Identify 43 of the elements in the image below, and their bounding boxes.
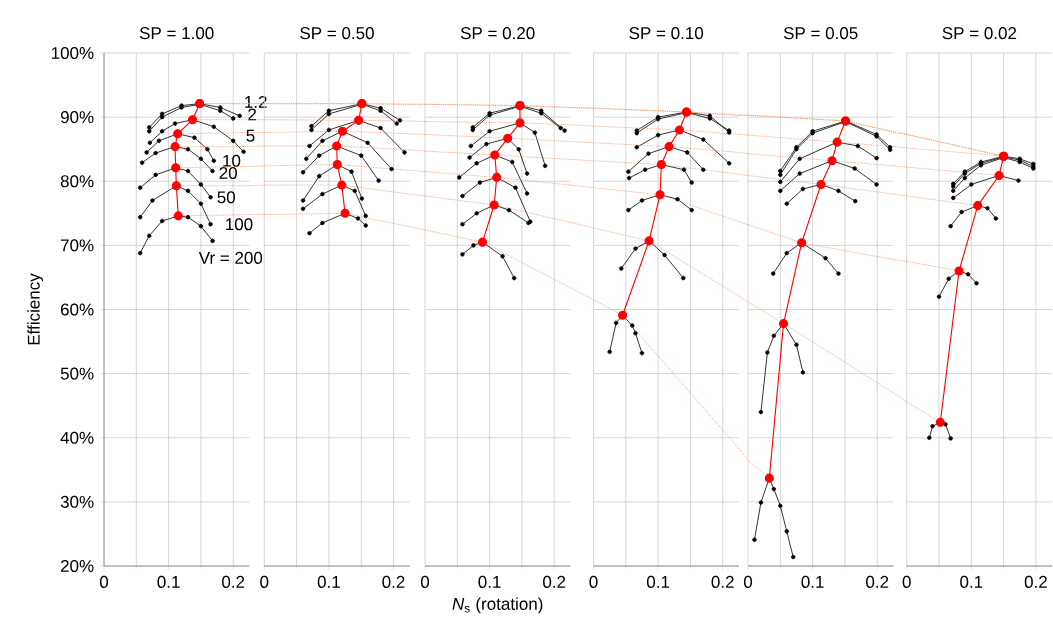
y-tick-label: 100% [51,46,94,60]
series-label: 20 [219,166,237,180]
x-tick-label: 0.1 [478,575,501,588]
x-tick-label: 0 [260,575,269,588]
y-tick-label: 40% [60,431,94,444]
chart-title: SP = 1.00 [139,27,214,40]
x-tick-label: 0.1 [157,575,180,588]
x-tick-label: 0.1 [317,575,340,588]
series-label: 10 [223,154,241,167]
chart-title: SP = 0.50 [300,27,374,40]
chart-title: SP = 0.02 [942,27,1017,40]
y-tick-label: 30% [60,495,94,508]
series-label: 5 [246,129,255,142]
x-tick-label: 0 [743,575,753,588]
x-tick-label: 0.2 [711,575,734,588]
y-tick-label: 70% [60,239,94,252]
x-tick-label: 0.1 [801,575,824,588]
y-axis-title: Efficiency [27,273,44,345]
x-axis-title: N$_{s}$ (rotation) [452,597,543,614]
chart-title: SP = 0.20 [460,27,535,40]
x-tick-label: 0.2 [543,575,566,588]
y-tick-label: 50% [60,367,94,380]
x-tick-label: 0.1 [646,575,670,588]
x-tick-label: 0.2 [866,575,889,588]
y-tick-label: 80% [60,175,94,188]
x-tick-label: 0 [99,575,109,588]
y-tick-label: 90% [60,111,94,124]
x-tick-label: 0.2 [222,575,245,588]
x-tick-label: 0.2 [1024,575,1047,588]
chart-title: SP = 0.10 [629,27,704,40]
x-tick-label: 0 [420,575,430,588]
series-label: 100 [226,218,253,231]
series-label: 2 [248,108,256,121]
x-tick-label: 0.2 [382,575,405,588]
series-label: 1.2 [245,95,267,108]
x-tick-label: 0 [902,575,911,588]
series-label: 50 [217,191,236,204]
y-tick-label: 60% [60,303,94,316]
series-label: Vr = 200 [198,251,263,264]
y-tick-label: 20% [60,559,94,573]
x-tick-label: 0.1 [960,575,983,588]
chart-title: SP = 0.05 [783,27,858,40]
x-tick-label: 0 [589,575,598,588]
